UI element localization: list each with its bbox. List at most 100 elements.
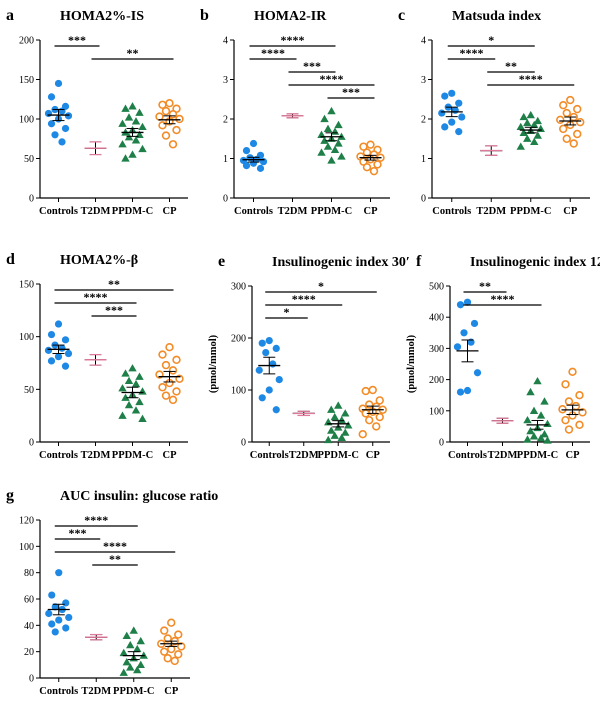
data-point [341, 409, 350, 417]
data-point [161, 391, 171, 400]
y-tick-label: 150 [19, 280, 34, 291]
x-tick-label: CP [566, 450, 581, 461]
panel-a: a HOMA2%-IS 0 50 100 150 200 Controls T2DM PPDM-C… [6, 7, 188, 217]
data-point [448, 118, 456, 126]
data-point [135, 397, 144, 406]
data-point [536, 411, 546, 419]
data-point [516, 142, 525, 150]
y-tick-label: 400 [429, 313, 444, 324]
x-tick-label: Controls [448, 450, 487, 461]
panel-title: Matsuda index [452, 9, 541, 24]
data-point [121, 369, 130, 377]
data-point [533, 376, 542, 385]
x-tick-label: Controls [39, 686, 78, 697]
series-ppdm-c [119, 626, 148, 676]
significance-label: * [488, 33, 494, 47]
data-point [128, 102, 137, 110]
data-point [44, 346, 53, 354]
data-point [543, 436, 552, 444]
data-point [126, 663, 135, 671]
significance-label: *** [342, 85, 360, 99]
x-tick-label: PPDM-C [311, 206, 352, 217]
data-point [530, 120, 539, 129]
significance-label: **** [460, 46, 484, 60]
data-point [170, 656, 179, 666]
data-point [327, 405, 336, 413]
data-point [375, 396, 384, 405]
data-point [269, 360, 277, 368]
data-point [167, 618, 176, 627]
data-point [530, 137, 539, 146]
data-point [456, 301, 465, 309]
data-point [561, 380, 570, 389]
data-point [242, 147, 251, 155]
data-point [249, 159, 258, 167]
data-point [568, 367, 577, 376]
x-tick-label: T2DM [488, 450, 518, 461]
data-point [135, 108, 144, 116]
y-tick-label: 100 [19, 332, 34, 343]
data-point [573, 129, 582, 139]
data-point [526, 426, 535, 435]
data-point [54, 79, 63, 88]
data-point [330, 145, 340, 153]
data-point [124, 113, 134, 121]
data-point [330, 431, 339, 439]
data-point [65, 613, 73, 622]
data-point [158, 100, 167, 109]
significance-label: **** [519, 72, 543, 86]
data-point [55, 569, 63, 577]
x-tick-label: T2DM [278, 206, 308, 217]
data-point [533, 131, 542, 139]
data-point [119, 648, 128, 657]
data-point [337, 433, 346, 441]
data-point [168, 110, 178, 119]
panel-d: d HOMA2%-β 0 50 100 150 Controls T2DM PPDM-C CP **… [6, 251, 188, 461]
data-point [523, 415, 532, 424]
x-tick-label: Controls [39, 206, 78, 217]
data-point [460, 329, 468, 337]
data-point [161, 360, 171, 370]
data-point [131, 406, 141, 414]
data-point [129, 626, 138, 634]
data-point [172, 125, 181, 135]
significance-label: ** [108, 277, 120, 291]
y-tick-label: 4 [223, 36, 228, 47]
y-tick-label: 100 [429, 406, 444, 417]
data-point [441, 123, 449, 131]
data-point [47, 330, 56, 339]
data-point [573, 104, 582, 114]
y-tick-label: 200 [231, 334, 246, 345]
series-t2dm [480, 145, 503, 156]
x-tick-label: CP [163, 206, 178, 217]
data-point [337, 415, 346, 424]
data-point [327, 156, 336, 164]
data-point [138, 414, 147, 422]
data-point [455, 128, 463, 136]
data-point [272, 344, 280, 352]
data-point [317, 148, 326, 156]
data-point [523, 118, 532, 127]
panel-g: g AUC insulin: glucose ratio 0 20 40 60 80 100 1… [6, 487, 218, 697]
data-point [47, 93, 56, 101]
data-point [161, 106, 171, 116]
data-point [255, 366, 263, 374]
y-tick-label: 4 [421, 36, 426, 47]
data-point [128, 150, 137, 158]
data-point [265, 337, 273, 345]
significance-label: **** [320, 72, 344, 86]
data-point [456, 388, 465, 396]
y-tick-label: 2 [223, 115, 228, 126]
data-point [118, 384, 127, 392]
data-point [62, 599, 70, 607]
series-controls [44, 320, 73, 370]
data-point [118, 119, 127, 127]
data-point [375, 412, 384, 422]
series-ppdm-c [118, 364, 147, 422]
data-point [163, 634, 172, 643]
x-tick-label: T2DM [81, 450, 111, 461]
data-point [138, 144, 147, 153]
data-point [121, 393, 130, 401]
data-point [136, 636, 145, 645]
data-point [559, 124, 568, 134]
